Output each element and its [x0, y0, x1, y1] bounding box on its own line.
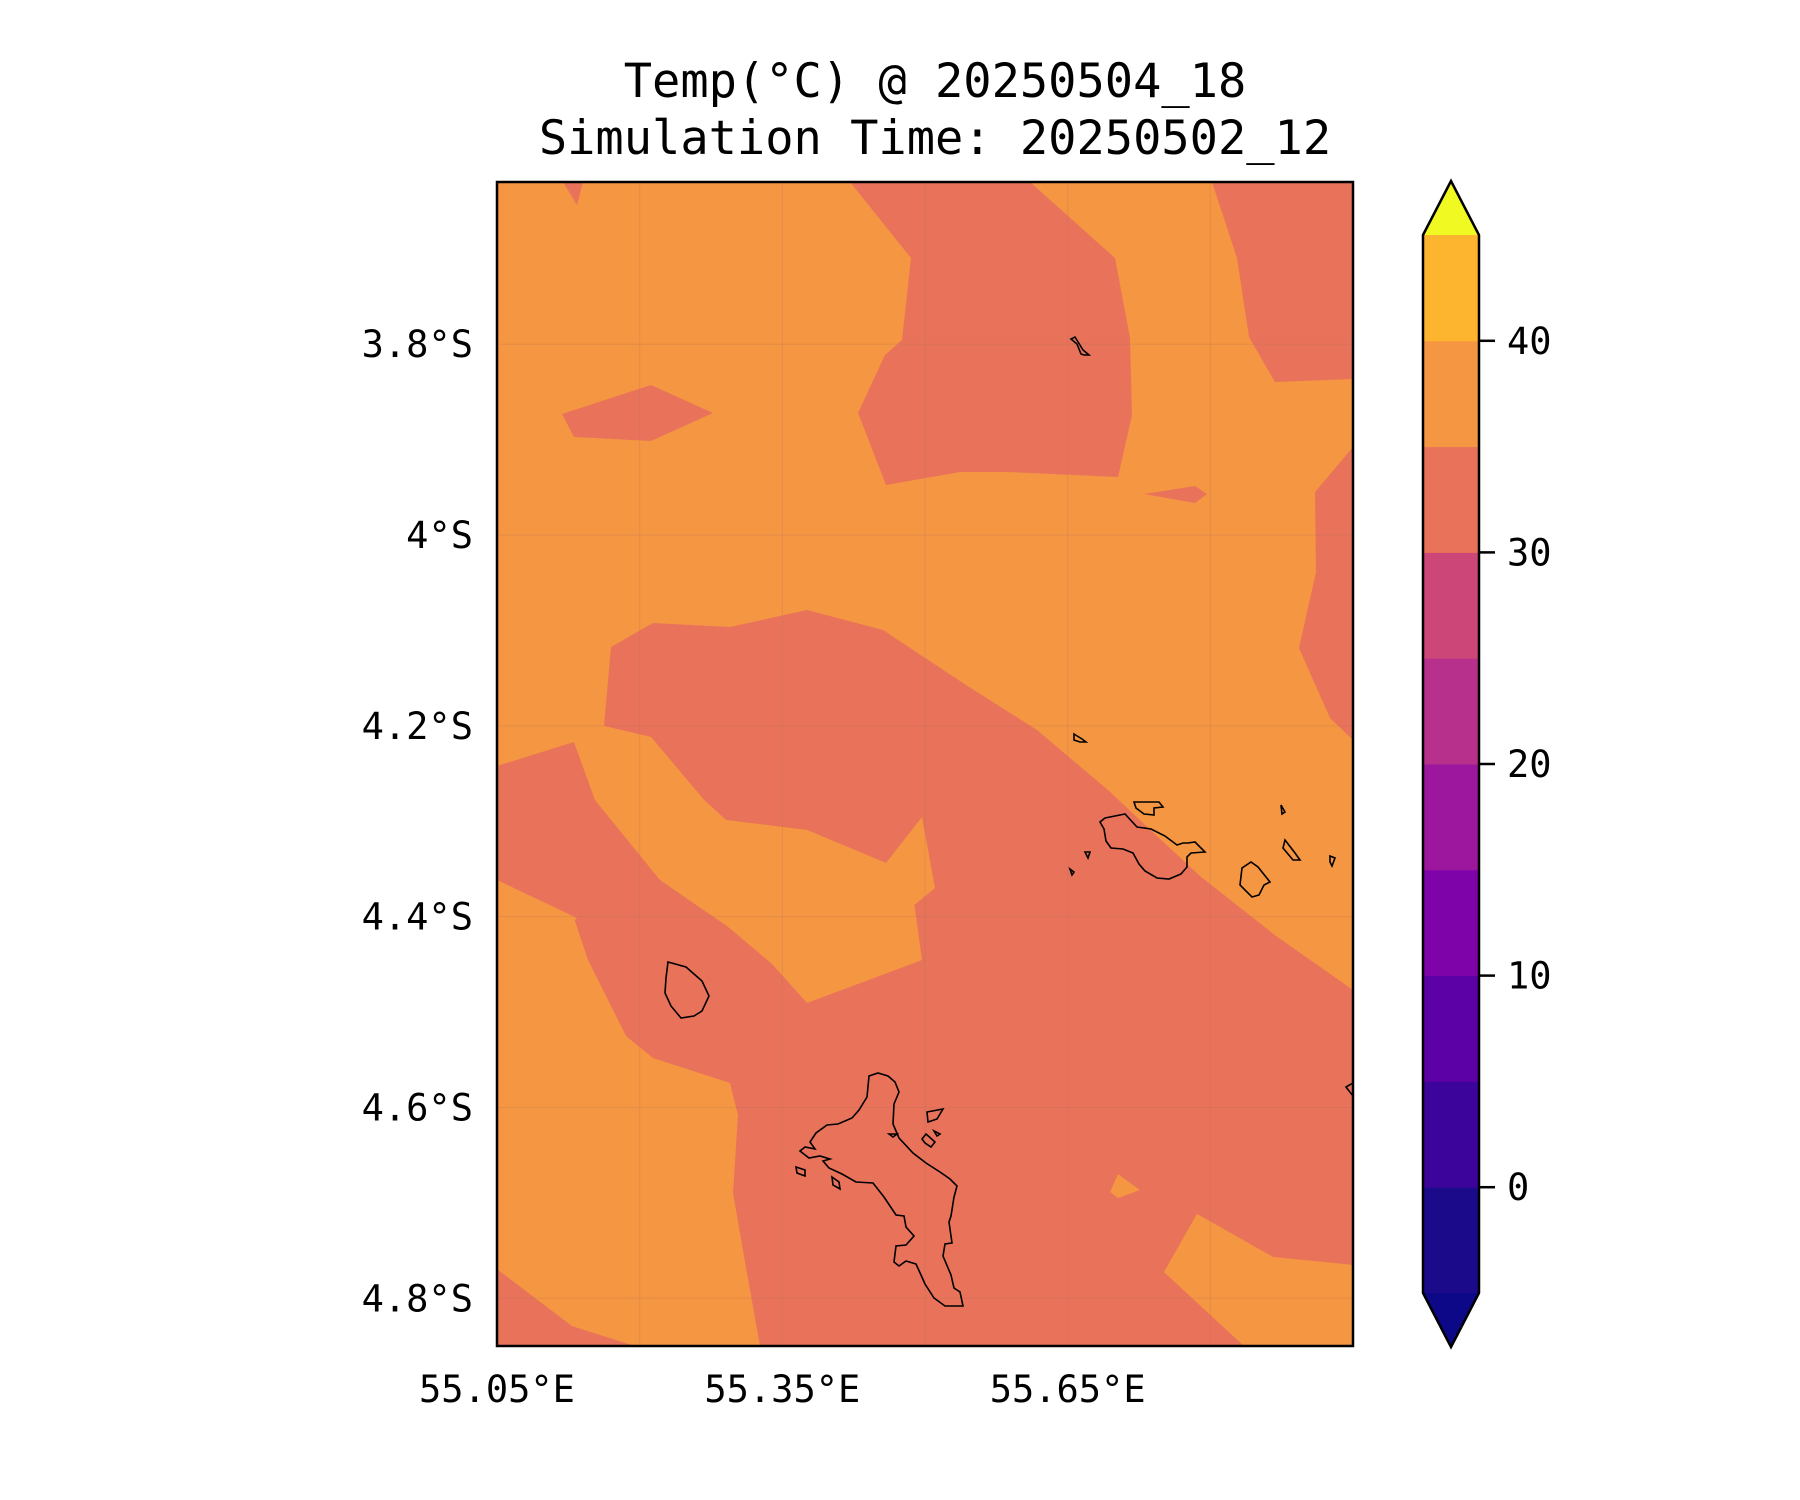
colorbar-segment	[1423, 658, 1479, 765]
colorbar-segment	[1423, 975, 1479, 1082]
gridlines	[497, 182, 1353, 1346]
warm-patch-small-south	[1110, 1174, 1140, 1198]
colorbar-tick-label: 0	[1507, 1166, 1529, 1209]
lat-tick-label: 4.6°S	[362, 1086, 473, 1129]
colorbar-segment	[1423, 869, 1479, 977]
islet-1	[1083, 851, 1092, 861]
lat-tick-label: 4°S	[406, 514, 473, 557]
islet-cerf	[920, 1132, 937, 1149]
colorbar-segment	[1423, 235, 1479, 342]
island-silhouette	[664, 960, 710, 1019]
colorbar-outline	[1421, 178, 1481, 1350]
region-small-nw-patch	[562, 385, 713, 441]
islet-ste-anne	[926, 1107, 945, 1124]
colorbar-segment	[1423, 1081, 1479, 1188]
temperature-field	[497, 182, 1353, 1346]
islet-2	[1068, 866, 1076, 877]
colorbar-tick-label: 30	[1507, 531, 1552, 574]
lon-tick-label: 55.35°E	[704, 1368, 860, 1411]
islet-8	[886, 1133, 900, 1138]
colorbar-tick-label: 10	[1507, 955, 1552, 998]
islet-4	[1329, 854, 1337, 868]
chart-subtitle: Simulation Time: 20250502_12	[538, 111, 1332, 166]
island-bird-north	[1069, 335, 1092, 356]
lat-tick-label: 4.8°S	[362, 1277, 473, 1320]
coastlines	[664, 335, 1353, 1307]
island-felicite	[1282, 838, 1302, 861]
colorbar-tick-label: 20	[1507, 743, 1552, 786]
lat-tick-label: 3.8°S	[362, 323, 473, 366]
islet-7	[830, 1175, 842, 1191]
region-small-patch-center	[1144, 486, 1207, 503]
colorbar-extend-max	[1423, 181, 1479, 235]
island-mahe	[798, 1072, 964, 1307]
lat-tick-label: 4.2°S	[362, 705, 473, 748]
colorbar-tick-label: 40	[1507, 320, 1552, 363]
map-frame	[495, 180, 1355, 1348]
islet-therese	[794, 1165, 806, 1178]
chart-title: Temp(°C) @ 20250504_18	[623, 54, 1247, 109]
region-south-west-corner	[497, 1269, 635, 1346]
island-la-digue	[1239, 861, 1272, 898]
warm-patch-south-west	[497, 880, 760, 1346]
islet-3	[1280, 804, 1287, 816]
lon-tick-label: 55.65°E	[990, 1368, 1146, 1411]
region-east-edge	[1299, 447, 1353, 740]
island-praslin	[1098, 813, 1207, 880]
colorbar: 0 10 20 30 40	[1421, 178, 1552, 1350]
colorbar-segment	[1423, 446, 1479, 553]
colorbar-segment	[1423, 764, 1479, 871]
region-top-left-sliver	[563, 182, 583, 205]
colorbar-segment	[1423, 340, 1479, 448]
islet-5	[1344, 1082, 1353, 1098]
temp-band-30-35-patches	[497, 726, 1353, 1346]
region-north-central	[850, 182, 1132, 485]
lat-tick-label: 4.4°S	[362, 896, 473, 939]
region-north-east	[1212, 182, 1353, 382]
island-aride	[1073, 732, 1089, 743]
island-curieuse	[1132, 801, 1165, 816]
islet-6	[931, 1129, 942, 1138]
longitude-axis: 55.05°E 55.35°E 55.65°E	[419, 1368, 1146, 1411]
latitude-axis: 3.8°S 4°S 4.2°S 4.4°S 4.6°S 4.8°S	[362, 323, 473, 1320]
colorbar-extend-min	[1423, 1293, 1479, 1347]
colorbar-segment	[1423, 1187, 1479, 1294]
warm-patch-south-east	[1164, 1214, 1353, 1346]
lon-tick-label: 55.05°E	[419, 1368, 575, 1411]
warm-patch-central	[574, 726, 922, 1003]
colorbar-segment	[1423, 552, 1479, 659]
